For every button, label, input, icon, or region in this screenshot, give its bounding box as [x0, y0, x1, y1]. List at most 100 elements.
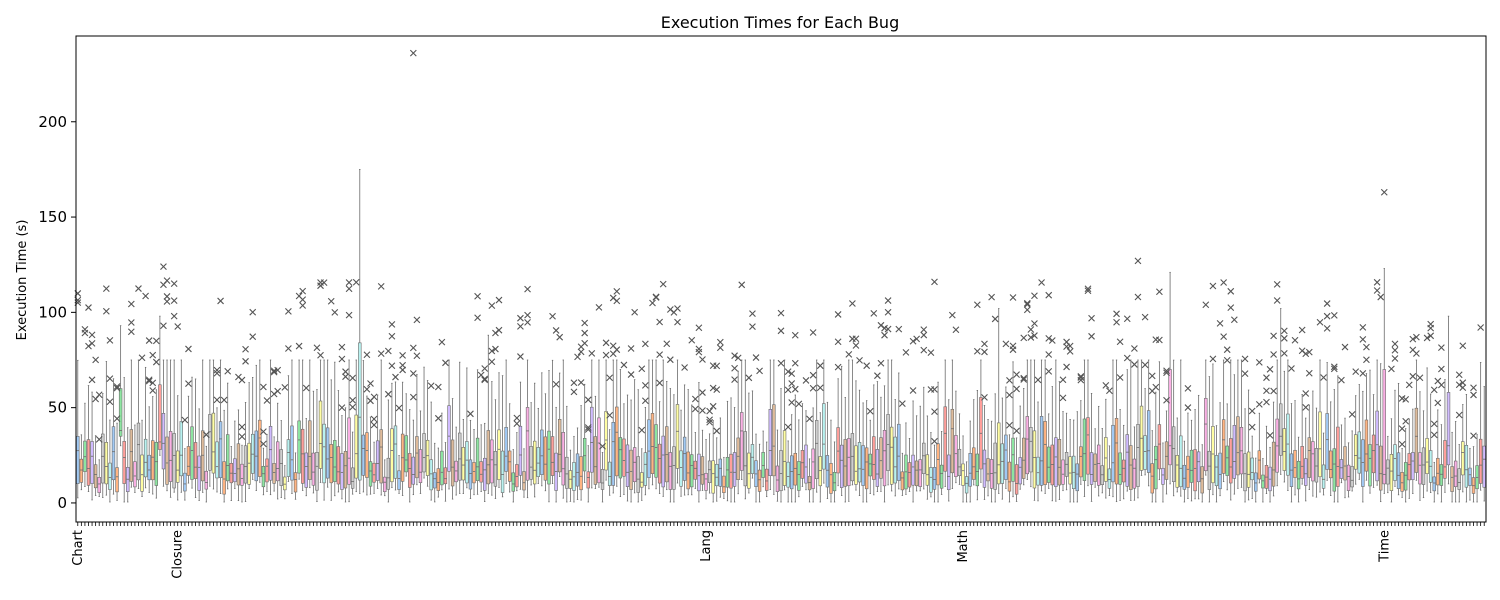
outlier-stroke [920, 346, 928, 354]
box-plot [572, 435, 576, 503]
outlier-marker [691, 395, 699, 403]
box [325, 427, 330, 479]
box-plot [1350, 430, 1354, 492]
box [390, 428, 394, 483]
box [101, 433, 105, 484]
box-plot [1004, 386, 1008, 489]
box [547, 430, 551, 485]
outlier-stroke [427, 382, 435, 390]
outlier-stroke [609, 342, 617, 350]
outlier-stroke [1430, 431, 1438, 439]
outlier-stroke [481, 375, 489, 383]
box [533, 440, 537, 485]
outlier-marker [1013, 371, 1020, 379]
outlier-stroke [1348, 411, 1356, 418]
outlier-marker [1002, 340, 1010, 348]
box [297, 420, 301, 474]
box-plot [657, 401, 662, 494]
outlier-stroke [627, 371, 635, 378]
outlier-stroke [409, 344, 417, 352]
outlier-marker [1263, 398, 1270, 406]
box [379, 429, 383, 484]
outlier-marker [1066, 342, 1074, 350]
box [593, 436, 598, 485]
outlier-stroke [1141, 313, 1149, 321]
box [165, 436, 169, 485]
box-plot [1097, 405, 1101, 497]
outlier-marker [260, 440, 267, 448]
outlier-stroke [1077, 376, 1085, 384]
outlier-stroke [338, 355, 346, 363]
outlier-stroke [663, 340, 671, 348]
outlier-marker [481, 375, 489, 383]
box [1329, 450, 1333, 479]
outlier-stroke [706, 418, 713, 426]
outlier-marker [149, 351, 157, 359]
box-plot [308, 359, 312, 489]
box [236, 443, 241, 486]
outlier-stroke [249, 308, 257, 316]
box-plot [154, 389, 159, 499]
outlier-stroke [1113, 318, 1120, 326]
outlier-marker [1266, 365, 1274, 373]
outlier-stroke [145, 376, 153, 384]
outlier-stroke [142, 292, 149, 300]
outlier-stroke [274, 366, 282, 374]
outlier-stroke [170, 280, 178, 288]
box-plot [493, 399, 498, 499]
box [929, 467, 933, 493]
box-plot [832, 441, 837, 503]
outlier-stroke [392, 373, 399, 381]
box-plot [968, 420, 972, 503]
outlier-marker [1273, 280, 1281, 288]
outlier-marker [699, 356, 706, 363]
outlier-stroke [388, 362, 396, 370]
outlier-stroke [213, 366, 221, 374]
box [440, 450, 444, 486]
outlier-stroke [1088, 314, 1095, 322]
outlier-marker [270, 368, 278, 376]
box [807, 476, 812, 491]
outlier-marker [1123, 354, 1131, 362]
outlier-marker [816, 384, 824, 392]
box [1457, 468, 1461, 490]
outlier-marker [1020, 334, 1028, 342]
outlier-stroke [1352, 368, 1360, 376]
box [90, 441, 94, 484]
box-plot [390, 382, 394, 489]
outlier-stroke [627, 345, 635, 352]
box [522, 471, 526, 491]
box [300, 428, 305, 484]
outlier-marker [1459, 342, 1467, 350]
outlier-marker [370, 415, 378, 423]
outlier-marker [388, 362, 396, 370]
box-plot [914, 415, 919, 492]
outlier-marker [242, 357, 249, 365]
box-plot [1364, 373, 1369, 481]
outlier-marker [249, 308, 257, 316]
box-plot [1018, 405, 1022, 490]
box-plot [222, 409, 226, 503]
outlier-stroke [641, 381, 649, 389]
outlier-marker [1416, 374, 1424, 382]
outlier-marker [599, 442, 606, 450]
box [1029, 427, 1033, 473]
box [525, 407, 530, 481]
outlier-marker [866, 407, 874, 415]
box [1154, 445, 1158, 490]
outlier-stroke [299, 296, 307, 303]
outlier-stroke [577, 379, 585, 386]
box-plot [1186, 412, 1190, 500]
box-plot [947, 399, 951, 502]
box [715, 463, 719, 487]
box [797, 461, 801, 491]
box [211, 412, 216, 474]
box-plot [872, 384, 876, 496]
outlier-marker [713, 427, 721, 435]
box-plot [1196, 394, 1201, 500]
box-plot [922, 386, 926, 490]
outlier-marker [641, 381, 649, 389]
outlier-marker [734, 354, 742, 362]
box-plot [1107, 445, 1112, 496]
box [447, 405, 451, 472]
